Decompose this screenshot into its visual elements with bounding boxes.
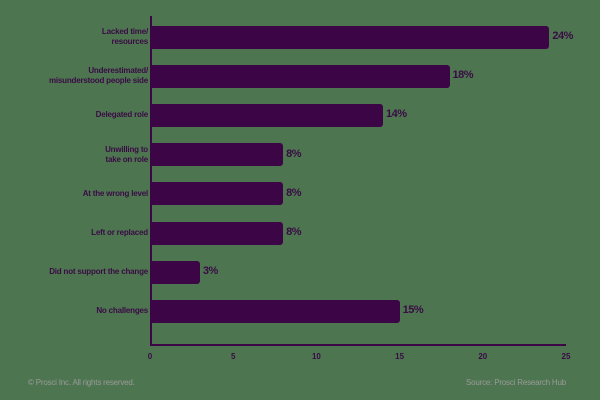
value-label: 8% [286,186,302,199]
bar [150,103,383,127]
copyright-note: © Prosci Inc. All rights reserved. [28,378,135,387]
x-tick-label: 0 [147,352,153,361]
bar [150,299,400,323]
x-tick-label: 10 [311,352,321,361]
category-label: Unwilling to take on role [105,144,148,164]
x-tick-label: 20 [478,352,488,361]
value-label: 15% [402,304,424,317]
value-label: 14% [385,108,407,121]
value-label: 18% [452,69,474,82]
x-tick-label: 25 [561,352,571,361]
category-label: Underestimated/misunderstood people side [48,66,148,86]
category-label: At the wrong level [82,188,149,198]
source-note: Source: Prosci Research Hub [466,378,566,387]
category-label: Did not support the change [49,267,148,277]
bar [150,221,284,245]
x-axis-line [150,344,566,346]
bar [150,143,284,167]
x-tick-label: 5 [230,352,236,361]
bar [150,25,550,49]
x-tick-label: 15 [395,352,405,361]
bar [150,182,284,206]
category-label: Lacked time/resources [101,27,148,46]
bar [150,260,200,284]
value-label: 3% [202,265,218,278]
value-label: 8% [286,226,302,238]
value-label: 24% [552,30,573,42]
category-label: Delegated role [95,110,149,120]
bar [150,64,450,88]
value-label: 8% [286,147,302,160]
category-label: No challenges [96,306,148,316]
category-label: Left or replaced [91,228,148,237]
y-axis-line [150,16,152,346]
